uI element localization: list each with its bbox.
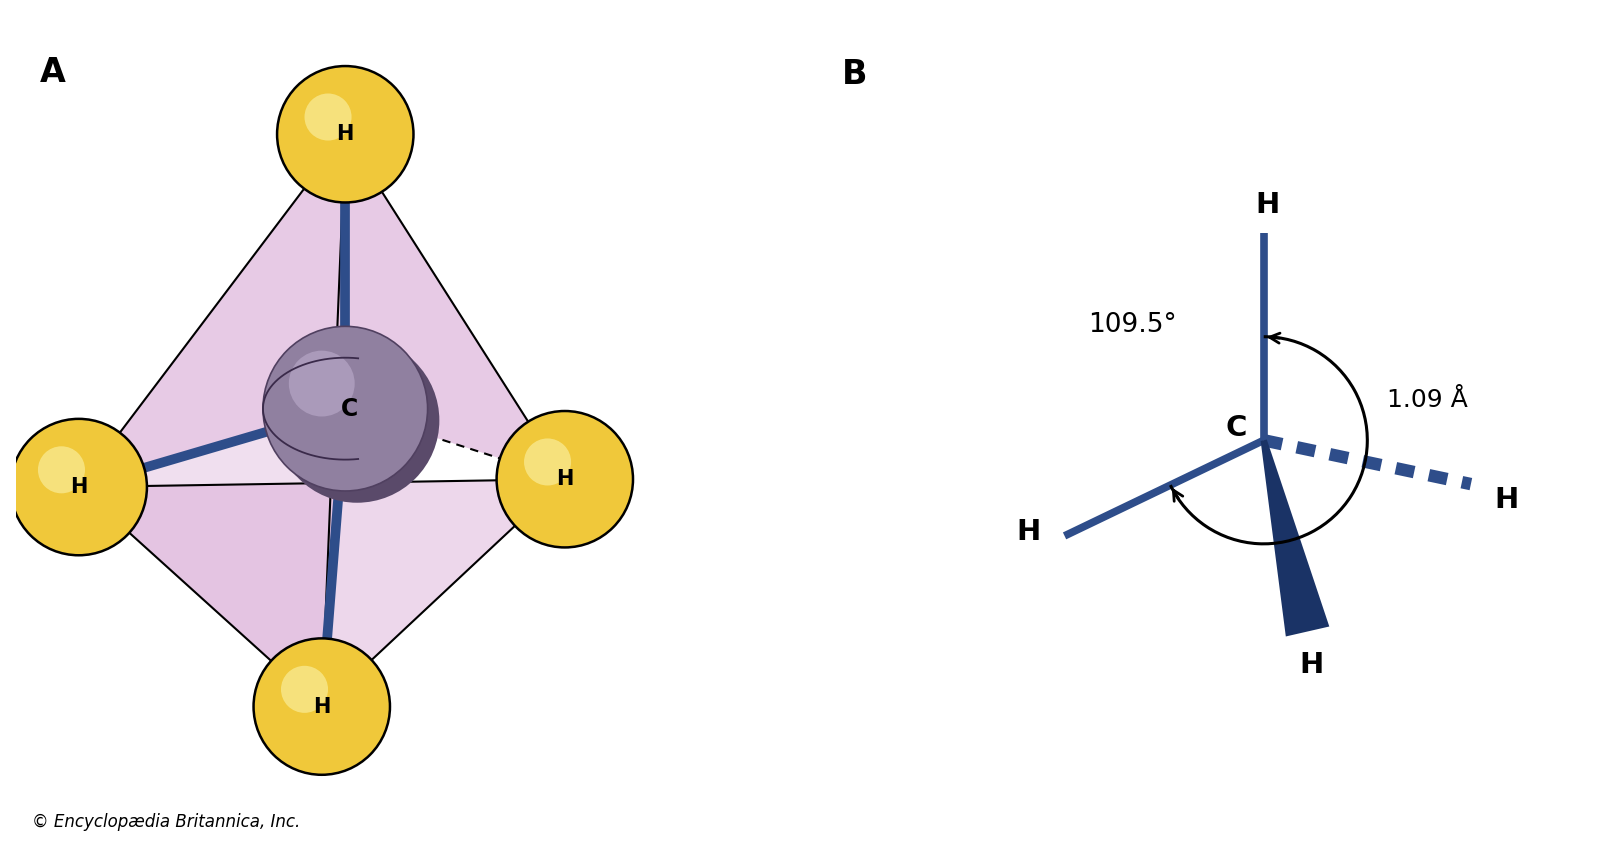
Polygon shape [1261, 440, 1330, 637]
Circle shape [525, 438, 571, 486]
Polygon shape [346, 134, 565, 479]
Text: A: A [40, 56, 66, 89]
Text: H: H [1494, 486, 1518, 514]
Text: H: H [1256, 191, 1280, 219]
Polygon shape [78, 134, 346, 487]
Text: C: C [341, 397, 358, 421]
Circle shape [38, 446, 85, 494]
Circle shape [253, 638, 390, 775]
Circle shape [275, 338, 440, 503]
Text: C: C [1226, 414, 1246, 443]
Text: B: B [842, 58, 867, 91]
Text: H: H [314, 696, 331, 716]
Circle shape [277, 66, 413, 203]
Circle shape [262, 326, 427, 491]
Polygon shape [78, 479, 565, 707]
Circle shape [290, 351, 355, 417]
Circle shape [282, 666, 328, 713]
Text: H: H [1016, 518, 1042, 546]
Circle shape [11, 419, 147, 555]
Text: 1.09 Å: 1.09 Å [1387, 389, 1469, 412]
Text: © Encyclopædia Britannica, Inc.: © Encyclopædia Britannica, Inc. [32, 813, 301, 831]
Text: H: H [1299, 651, 1323, 679]
Text: 109.5°: 109.5° [1088, 312, 1178, 338]
Circle shape [496, 411, 634, 547]
Text: H: H [336, 124, 354, 145]
Text: H: H [70, 477, 88, 497]
Circle shape [304, 94, 352, 140]
Polygon shape [78, 409, 346, 707]
Text: H: H [557, 469, 573, 489]
